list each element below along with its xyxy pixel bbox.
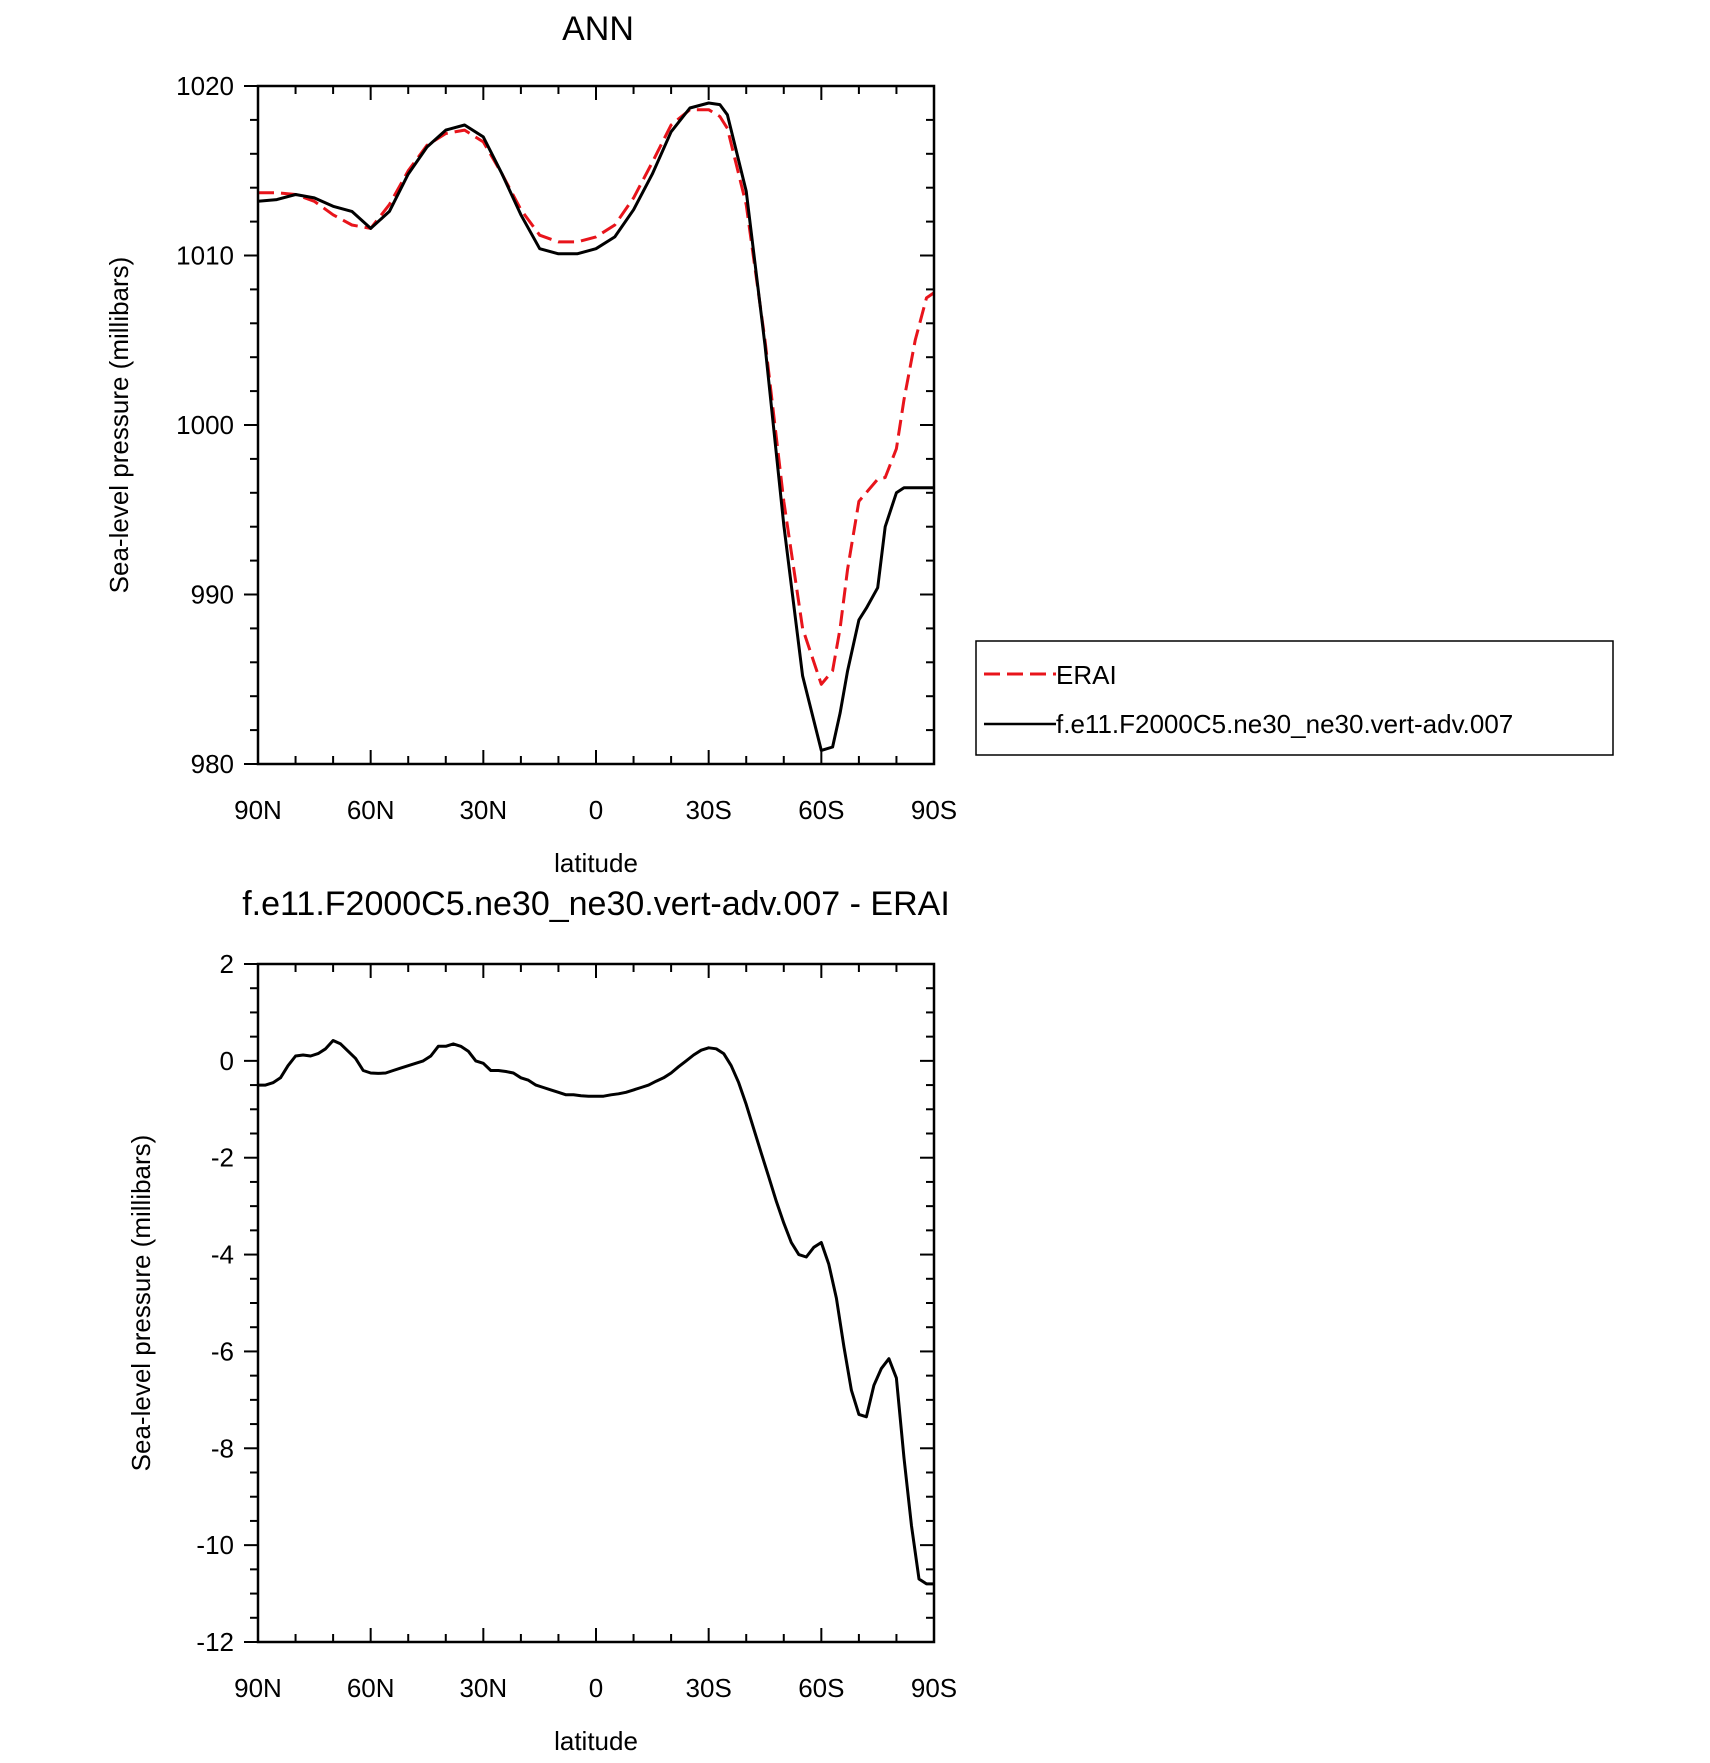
top-chart-frame	[256, 84, 936, 766]
top-chart-y-tick-label: 980	[191, 749, 234, 779]
bottom-chart-x-axis-title: latitude	[554, 1726, 638, 1756]
legend: ERAI f.e11.F2000C5.ne30_ne30.vert-adv.00…	[975, 640, 1614, 756]
model-series-line	[258, 101, 934, 752]
bottom-chart-x-tick-label: 30N	[459, 1673, 507, 1703]
bottom-chart-x-tick-label: 60N	[347, 1673, 395, 1703]
bottom-chart-y-tick-label: -6	[211, 1336, 234, 1366]
bottom-chart-panel: f.e11.F2000C5.ne30_ne30.vert-adv.007 - E…	[126, 885, 957, 1756]
bottom-chart-x-tick-label: 0	[589, 1673, 603, 1703]
top-chart-x-tick-label: 90S	[911, 795, 957, 825]
top-chart-y-axis-title: Sea-level pressure (millibars)	[104, 257, 134, 594]
top-chart-y-tick-label: 1000	[176, 410, 234, 440]
bottom-chart-ticks	[244, 963, 935, 1643]
top-chart-y-tick-label: 1020	[176, 71, 234, 101]
top-chart-x-tick-label: 30S	[686, 795, 732, 825]
top-chart-y-tick-label: 1010	[176, 241, 234, 271]
bottom-chart-x-tick-label: 90N	[234, 1673, 282, 1703]
bottom-chart-frame	[256, 962, 936, 1644]
bottom-chart-y-tick-label: 2	[220, 949, 234, 979]
bottom-chart-series	[258, 1039, 934, 1586]
top-chart-title: ANN	[562, 10, 634, 48]
bottom-chart-x-tick-labels: 90N 60N 30N 0 30S 60S 90S	[234, 1673, 957, 1703]
top-chart-y-tick-label: 990	[191, 580, 234, 610]
bottom-chart-x-tick-label: 30S	[686, 1673, 732, 1703]
legend-box	[975, 640, 1614, 756]
bottom-chart-y-tick-labels: 2 0 -2 -4 -6 -8 -10 -12	[196, 949, 234, 1657]
top-chart-x-tick-label: 60N	[347, 795, 395, 825]
top-chart-x-tick-labels: 90N 60N 30N 0 30S 60S 90S	[234, 795, 957, 825]
legend-label-erai: ERAI	[1056, 660, 1117, 690]
bottom-chart-title: f.e11.F2000C5.ne30_ne30.vert-adv.007 - E…	[242, 885, 950, 923]
top-chart-x-tick-label: 90N	[234, 795, 282, 825]
bottom-chart-x-tick-label: 90S	[911, 1673, 957, 1703]
top-chart-x-axis-title: latitude	[554, 848, 638, 878]
top-chart-x-tick-label: 30N	[459, 795, 507, 825]
bottom-chart-y-tick-label: -8	[211, 1433, 234, 1463]
bottom-chart-x-tick-label: 60S	[798, 1673, 844, 1703]
bottom-chart-y-tick-label: 0	[220, 1046, 234, 1076]
top-chart-x-tick-label: 60S	[798, 795, 844, 825]
legend-label-model: f.e11.F2000C5.ne30_ne30.vert-adv.007	[1056, 709, 1513, 739]
difference-series-line	[258, 1039, 934, 1586]
top-chart-y-tick-labels: 980 990 1000 1010 1020	[176, 71, 234, 779]
erai-series-line	[258, 108, 934, 686]
bottom-chart-y-tick-label: -2	[211, 1143, 234, 1173]
top-chart-series	[258, 101, 934, 752]
top-chart-panel: ANN 90N 60N 30N 0 30S 60S 90S 980 990 1000 1010 10…	[104, 10, 957, 878]
bottom-chart-y-tick-label: -10	[196, 1530, 234, 1560]
bottom-chart-y-axis-title: Sea-level pressure (millibars)	[126, 1135, 156, 1472]
top-chart-ticks	[244, 85, 935, 765]
bottom-chart-y-tick-label: -4	[211, 1240, 234, 1270]
top-chart-x-tick-label: 0	[589, 795, 603, 825]
bottom-chart-y-tick-label: -12	[196, 1627, 234, 1657]
